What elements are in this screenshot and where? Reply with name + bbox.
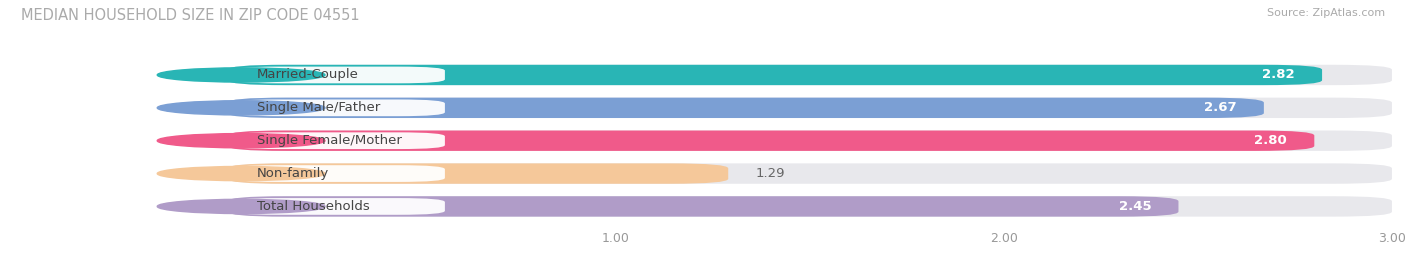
- FancyBboxPatch shape: [228, 163, 1392, 184]
- Circle shape: [157, 101, 325, 115]
- FancyBboxPatch shape: [232, 99, 444, 116]
- FancyBboxPatch shape: [232, 165, 444, 182]
- FancyBboxPatch shape: [232, 198, 444, 215]
- Circle shape: [157, 166, 325, 181]
- Text: 2.45: 2.45: [1119, 200, 1152, 213]
- Text: 1.29: 1.29: [755, 167, 785, 180]
- Text: 2.80: 2.80: [1254, 134, 1286, 147]
- FancyBboxPatch shape: [228, 65, 1322, 85]
- FancyBboxPatch shape: [228, 98, 1392, 118]
- FancyBboxPatch shape: [228, 131, 1392, 151]
- Circle shape: [157, 199, 325, 214]
- Text: Total Households: Total Households: [257, 200, 370, 213]
- Text: MEDIAN HOUSEHOLD SIZE IN ZIP CODE 04551: MEDIAN HOUSEHOLD SIZE IN ZIP CODE 04551: [21, 8, 360, 23]
- Text: Source: ZipAtlas.com: Source: ZipAtlas.com: [1267, 8, 1385, 18]
- FancyBboxPatch shape: [228, 131, 1315, 151]
- FancyBboxPatch shape: [232, 132, 444, 149]
- Text: 2.67: 2.67: [1204, 101, 1237, 114]
- Text: Single Female/Mother: Single Female/Mother: [257, 134, 402, 147]
- Text: Single Male/Father: Single Male/Father: [257, 101, 380, 114]
- Circle shape: [157, 134, 325, 148]
- FancyBboxPatch shape: [232, 67, 444, 83]
- Text: Married-Couple: Married-Couple: [257, 68, 359, 81]
- Circle shape: [157, 68, 325, 82]
- FancyBboxPatch shape: [228, 65, 1392, 85]
- FancyBboxPatch shape: [228, 163, 728, 184]
- Text: 2.82: 2.82: [1263, 68, 1295, 81]
- FancyBboxPatch shape: [228, 196, 1392, 217]
- Text: Non-family: Non-family: [257, 167, 329, 180]
- FancyBboxPatch shape: [228, 98, 1264, 118]
- FancyBboxPatch shape: [228, 196, 1178, 217]
